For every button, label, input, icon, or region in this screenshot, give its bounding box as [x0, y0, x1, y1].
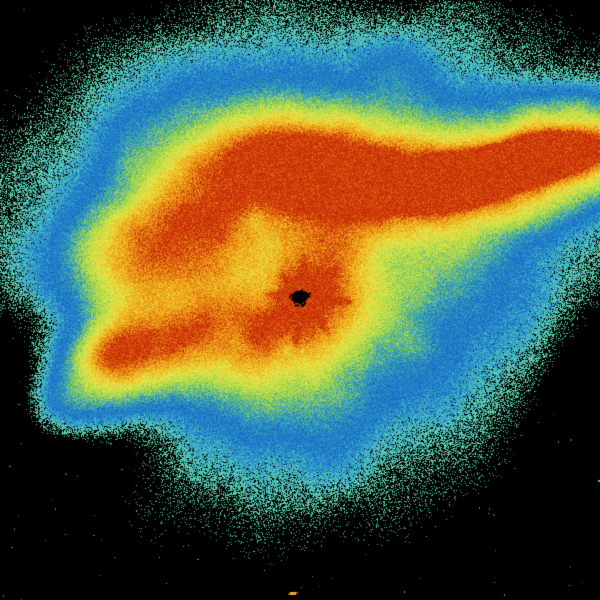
- image-canvas-container: Astronomical false-color intensity map D…: [0, 0, 600, 600]
- astronomical-image-canvas: [0, 0, 600, 600]
